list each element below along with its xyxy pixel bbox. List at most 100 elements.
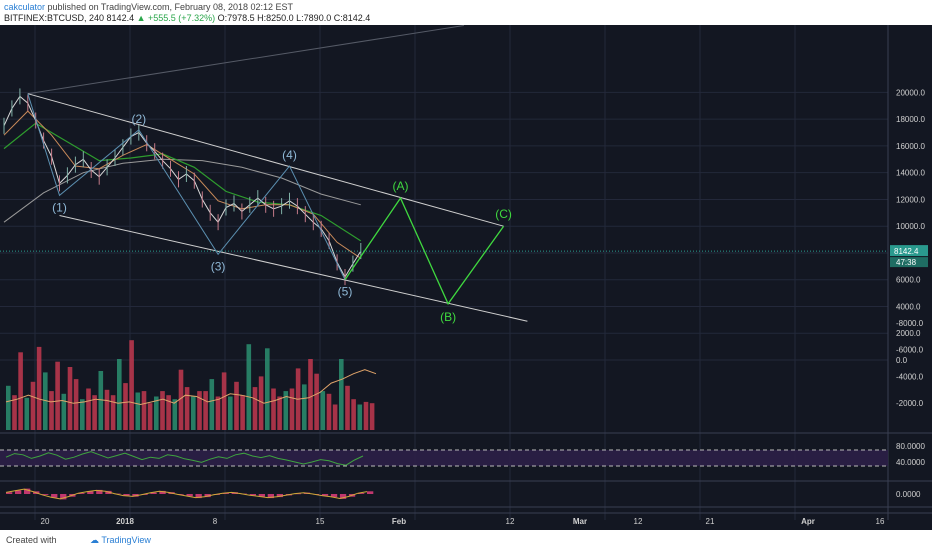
volume-bar [110,395,116,430]
macd-histogram-bar [249,494,256,496]
time-tick-label: 2018 [116,517,134,526]
volume-bar [184,387,190,430]
wave-label: (5) [338,285,353,299]
time-tick-label: 16 [876,517,885,526]
macd-histogram-bar [15,490,22,494]
volume-bar [308,359,313,430]
price-line [3,95,362,279]
volume-bar [92,395,97,430]
volume-bar [191,396,196,430]
rsi-line [5,451,364,466]
volume-bar [160,391,165,430]
time-tick-label: Apr [801,517,815,526]
publish-line: cakculator published on TradingView.com,… [4,2,293,12]
volume-bar [30,381,36,430]
macd-histogram-bar [6,492,13,494]
volume-bar [24,397,30,430]
annotations: (1) (2) (3) (4) (5) (A) (B) (C) [0,93,888,324]
macd-histogram-bar [150,492,157,494]
volume-bar [61,393,67,430]
last-price-tag-text: 8142.4 [894,247,919,256]
volume-bar [363,401,369,430]
author-link[interactable]: cakculator [4,2,46,12]
macd-histogram-bar [339,494,347,499]
grid [0,25,932,520]
countdown-text: 47:38 [896,258,917,267]
macd-signal-line [5,488,368,500]
volume-bar [117,359,122,430]
volume-bar [86,388,91,430]
countdown-tag [890,257,928,268]
macd-histogram-bar [358,493,365,494]
volume-tick-label: -4000.0 [896,372,924,381]
footer: Created with ☁ TradingView [0,530,932,550]
channel-upper-line [27,93,504,227]
volume-bar [135,392,141,430]
price-tick-label: 16000.0 [896,142,925,151]
macd-histogram-bar [222,493,229,494]
volume-bar [289,388,295,430]
volume-bar [43,372,48,430]
ohlc-label: O:7978.5 H:8250.0 L:7890.0 C:8142.4 [217,13,371,23]
macd-histogram-bar [258,494,265,497]
wave-label: (1) [52,200,67,214]
volume-bar [351,399,356,430]
volume-tick-label: -2000.0 [896,399,924,408]
time-tick-label: 21 [706,517,715,526]
volume-bar [228,396,233,430]
rsi-tick-label: 80.0000 [896,442,925,451]
macd-histogram-bar [159,490,166,494]
macd-histogram-bar [96,489,103,494]
volume-bar [258,376,264,430]
rsi-tick-label: 40.0000 [896,458,925,467]
chart-canvas[interactable]: (1) (2) (3) (4) (5) (A) (B) (C) 20000.0 18000.0 1… [0,25,932,530]
volume-bar [215,396,221,430]
time-tick-label: 15 [316,517,325,526]
time-tick-label: 12 [506,517,515,526]
projection-label: (B) [440,310,456,324]
volume-bar [147,403,153,430]
projection-path [344,196,505,306]
volume-bar [49,391,54,430]
old-trendline [27,25,464,95]
change-label: +555.5 (+7.32%) [148,13,216,23]
price-tick-label: 0.0 [896,356,908,365]
time-tick-label: Mar [573,517,587,526]
volume-bar [302,384,307,430]
volume-bar [203,391,208,430]
volume-bar [209,379,215,430]
time-tick-label: 12 [634,517,643,526]
elliott-wave-path [27,93,346,280]
volume-bar [67,367,73,430]
macd-histogram-bar [367,491,374,494]
volume-bar [6,385,11,430]
brand-label: TradingView [101,535,151,545]
macd-pane [5,488,374,500]
volume-bar [320,391,326,430]
tradingview-brand-link[interactable]: ☁ TradingView [90,535,151,546]
macd-histogram-bar [51,494,58,498]
publish-info: published on TradingView.com, February 0… [47,2,294,12]
chart-background [0,25,932,530]
volume-bar [332,404,338,430]
axes: 20000.0 18000.0 16000.0 14000.0 12000.0 10000… [0,88,932,526]
price-tick-label: 18000.0 [896,115,925,124]
volume-bar [314,373,319,430]
symbol-line: BITFINEX:BTCUSD, 240 8142.4 ▲ +555.5 (+7… [4,13,370,23]
channel-lower-line [59,215,528,322]
volume-bar [369,403,375,430]
volume-bar [271,388,276,430]
volume-bar [18,352,23,430]
volume-bar [197,391,202,430]
macd-tick-label: 0.0000 [896,490,921,499]
created-with-text: Created with [6,535,57,545]
volume-bar [252,387,258,430]
volume-bar [104,389,110,430]
volume-bar [73,379,79,430]
long-moving-average [3,158,361,223]
volume-tick-label: -6000.0 [896,346,924,355]
rsi-pane [0,449,888,467]
projection-label: (A) [393,179,409,193]
macd-histogram-bar [330,494,338,498]
